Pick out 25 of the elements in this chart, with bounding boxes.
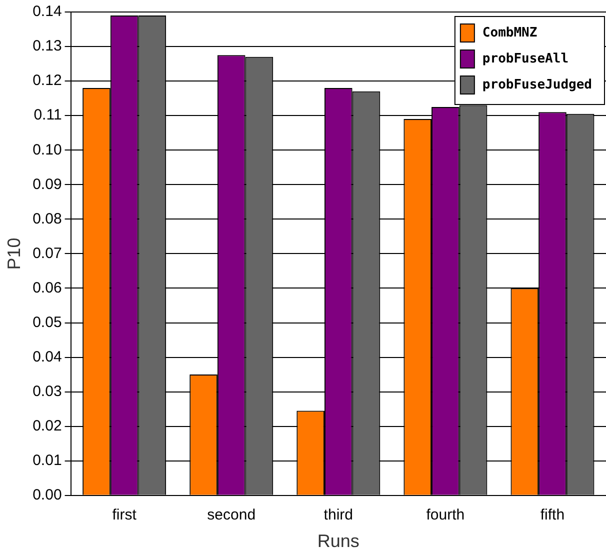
y-tick-label: 0.04 xyxy=(32,348,62,366)
x-tick-label: fifth xyxy=(540,506,565,524)
x-tick-label: first xyxy=(112,506,138,524)
y-tick-label: 0.12 xyxy=(32,72,62,90)
y-tick-label: 0.07 xyxy=(32,244,62,262)
y-tick-label: 0.03 xyxy=(32,382,62,400)
y-axis-title: P10 xyxy=(4,238,24,270)
x-tick-label: second xyxy=(207,506,256,524)
legend-label: probFuseJudged xyxy=(482,77,592,92)
x-tick-label: third xyxy=(324,506,353,524)
y-tick-label: 0.06 xyxy=(32,279,62,296)
y-tick-label: 0.09 xyxy=(32,176,62,193)
y-tick-label: 0.11 xyxy=(34,106,62,124)
y-tick-label: 0.00 xyxy=(32,486,62,504)
y-tick-label: 0.05 xyxy=(32,314,62,331)
y-tick-label: 0.02 xyxy=(32,417,62,434)
y-tick-label: 0.14 xyxy=(32,3,62,20)
legend-label: probFuseAll xyxy=(482,51,569,66)
y-tick-label: 0.01 xyxy=(32,452,62,470)
y-tick-label: 0.10 xyxy=(32,141,62,158)
x-tick-label: fourth xyxy=(426,506,465,524)
y-tick-label: 0.13 xyxy=(32,38,62,55)
legend-label: CombMNZ xyxy=(482,25,538,40)
x-axis-title: Runs xyxy=(317,531,360,552)
y-tick-label: 0.08 xyxy=(32,210,62,228)
